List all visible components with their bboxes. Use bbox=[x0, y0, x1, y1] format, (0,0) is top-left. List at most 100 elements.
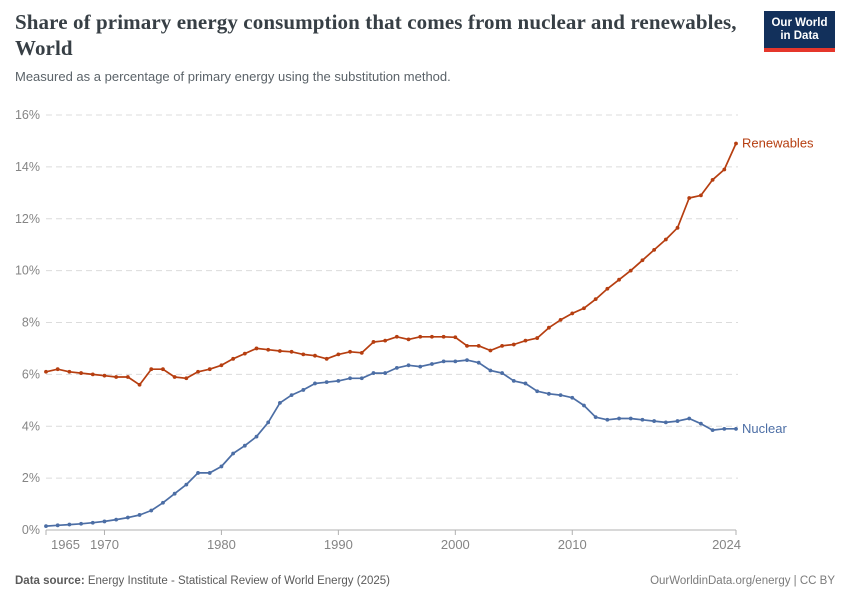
point-nuclear-1979[interactable] bbox=[207, 471, 212, 475]
point-nuclear-2015[interactable] bbox=[628, 416, 633, 421]
point-renewables-1973[interactable] bbox=[137, 382, 142, 387]
point-renewables-2006[interactable] bbox=[523, 338, 528, 343]
point-renewables-1969[interactable] bbox=[90, 372, 95, 377]
point-nuclear-1994[interactable] bbox=[383, 371, 388, 375]
point-renewables-1982[interactable] bbox=[242, 351, 247, 356]
point-renewables-1978[interactable] bbox=[196, 369, 200, 374]
point-renewables-2012[interactable] bbox=[593, 297, 598, 302]
point-renewables-1991[interactable] bbox=[348, 349, 352, 354]
point-nuclear-2009[interactable] bbox=[558, 393, 563, 398]
point-renewables-2024[interactable] bbox=[734, 141, 738, 146]
owid-logo[interactable]: Our World in Data bbox=[764, 11, 835, 53]
point-nuclear-1984[interactable] bbox=[266, 420, 271, 425]
point-nuclear-1973[interactable] bbox=[137, 513, 142, 517]
point-renewables-2019[interactable] bbox=[675, 225, 680, 230]
point-renewables-1994[interactable] bbox=[383, 338, 388, 343]
point-nuclear-2017[interactable] bbox=[652, 419, 657, 423]
point-renewables-2014[interactable] bbox=[617, 277, 621, 282]
point-renewables-1992[interactable] bbox=[359, 350, 364, 355]
point-nuclear-2016[interactable] bbox=[640, 417, 645, 422]
point-nuclear-1975[interactable] bbox=[161, 500, 165, 505]
point-renewables-1976[interactable] bbox=[172, 375, 177, 379]
point-renewables-1990[interactable] bbox=[336, 352, 341, 357]
point-nuclear-1986[interactable] bbox=[289, 393, 294, 398]
point-nuclear-2014[interactable] bbox=[617, 416, 621, 421]
point-renewables-2001[interactable] bbox=[465, 343, 469, 348]
point-nuclear-1983[interactable] bbox=[254, 434, 259, 439]
point-renewables-2011[interactable] bbox=[582, 306, 586, 311]
point-renewables-1970[interactable] bbox=[102, 373, 107, 378]
point-nuclear-1966[interactable] bbox=[55, 523, 60, 528]
point-nuclear-1998[interactable] bbox=[430, 362, 434, 366]
point-renewables-2009[interactable] bbox=[558, 318, 563, 322]
point-renewables-1971[interactable] bbox=[114, 375, 119, 379]
point-renewables-2008[interactable] bbox=[546, 325, 551, 330]
point-nuclear-1965[interactable] bbox=[44, 524, 48, 529]
point-nuclear-1976[interactable] bbox=[172, 491, 177, 496]
point-renewables-2010[interactable] bbox=[570, 311, 575, 316]
point-nuclear-2008[interactable] bbox=[546, 391, 551, 396]
point-nuclear-1992[interactable] bbox=[359, 376, 364, 381]
point-renewables-2016[interactable] bbox=[640, 258, 645, 263]
point-renewables-2018[interactable] bbox=[663, 237, 668, 242]
point-renewables-1979[interactable] bbox=[207, 367, 212, 372]
point-renewables-1975[interactable] bbox=[161, 367, 165, 372]
point-renewables-1998[interactable] bbox=[430, 334, 434, 339]
point-renewables-1981[interactable] bbox=[231, 356, 236, 361]
point-renewables-2021[interactable] bbox=[699, 193, 703, 198]
point-nuclear-2010[interactable] bbox=[570, 395, 575, 400]
point-renewables-1993[interactable] bbox=[371, 340, 376, 344]
point-renewables-1989[interactable] bbox=[324, 356, 329, 361]
point-renewables-1987[interactable] bbox=[301, 352, 306, 357]
point-renewables-1988[interactable] bbox=[313, 353, 317, 358]
point-renewables-1995[interactable] bbox=[394, 334, 399, 339]
point-nuclear-2013[interactable] bbox=[605, 417, 610, 422]
point-nuclear-1968[interactable] bbox=[79, 521, 83, 526]
point-renewables-2000[interactable] bbox=[453, 335, 458, 340]
point-renewables-1977[interactable] bbox=[184, 376, 189, 381]
point-nuclear-1969[interactable] bbox=[90, 520, 95, 525]
point-renewables-1972[interactable] bbox=[125, 375, 130, 379]
point-nuclear-2020[interactable] bbox=[687, 416, 692, 421]
point-renewables-1980[interactable] bbox=[219, 363, 224, 368]
point-nuclear-1993[interactable] bbox=[371, 371, 376, 375]
point-nuclear-2000[interactable] bbox=[453, 359, 458, 364]
point-renewables-2023[interactable] bbox=[722, 167, 727, 172]
point-renewables-1996[interactable] bbox=[406, 337, 411, 342]
point-nuclear-1990[interactable] bbox=[336, 378, 341, 383]
point-nuclear-2004[interactable] bbox=[500, 371, 505, 375]
point-nuclear-1995[interactable] bbox=[394, 365, 399, 370]
point-nuclear-1988[interactable] bbox=[313, 381, 317, 386]
line-nuclear[interactable] bbox=[45, 359, 736, 527]
point-renewables-2013[interactable] bbox=[605, 286, 610, 291]
owid-link[interactable]: OurWorldinData.org/energy | CC BY bbox=[650, 575, 835, 587]
point-nuclear-1991[interactable] bbox=[348, 376, 352, 381]
point-nuclear-1967[interactable] bbox=[67, 522, 72, 527]
point-renewables-2007[interactable] bbox=[535, 336, 540, 340]
point-renewables-1986[interactable] bbox=[289, 349, 294, 354]
point-nuclear-1997[interactable] bbox=[418, 364, 423, 369]
point-nuclear-1980[interactable] bbox=[219, 464, 224, 469]
point-renewables-2020[interactable] bbox=[687, 196, 692, 200]
point-nuclear-1972[interactable] bbox=[125, 515, 130, 520]
point-nuclear-2018[interactable] bbox=[663, 420, 668, 425]
point-nuclear-2024[interactable] bbox=[734, 426, 738, 431]
point-nuclear-1970[interactable] bbox=[102, 519, 107, 524]
point-nuclear-2011[interactable] bbox=[582, 403, 586, 408]
point-nuclear-2021[interactable] bbox=[699, 421, 703, 426]
point-renewables-1966[interactable] bbox=[55, 367, 60, 372]
point-nuclear-1989[interactable] bbox=[324, 380, 329, 385]
point-nuclear-1971[interactable] bbox=[114, 517, 119, 522]
point-nuclear-2002[interactable] bbox=[476, 360, 481, 365]
chart-canvas[interactable]: 0% 2% 4% 6% 8% 10% 12% 14% 16% 1965 1970 1980 1990 20… bbox=[0, 100, 850, 565]
point-renewables-2017[interactable] bbox=[652, 247, 657, 252]
point-renewables-2005[interactable] bbox=[511, 342, 516, 347]
point-nuclear-2003[interactable] bbox=[488, 368, 493, 373]
line-chart[interactable]: 0% 2% 4% 6% 8% 10% 12% 14% 16% 1965 1970 1980 1990 20… bbox=[0, 100, 850, 565]
point-nuclear-1985[interactable] bbox=[277, 401, 282, 405]
point-nuclear-2019[interactable] bbox=[675, 419, 680, 423]
point-nuclear-1977[interactable] bbox=[184, 482, 189, 487]
point-renewables-2003[interactable] bbox=[488, 348, 493, 353]
point-renewables-1999[interactable] bbox=[441, 334, 446, 339]
point-nuclear-1978[interactable] bbox=[196, 471, 200, 475]
